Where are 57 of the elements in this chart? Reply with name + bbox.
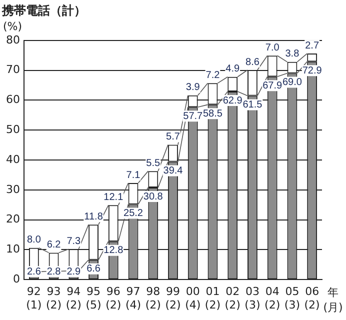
x-tick-label: 03 (3): [244, 285, 260, 312]
x-tick-label: 96 (2): [106, 285, 122, 312]
data-label: 7.0: [265, 42, 280, 54]
data-label: 6.6: [86, 264, 101, 275]
y-tick-label: 10: [6, 242, 20, 256]
data-label: 5.5: [146, 158, 161, 169]
data-label: 72.9: [302, 65, 322, 76]
data-label: 69.0: [282, 77, 302, 88]
data-label: 12.1: [104, 192, 124, 203]
data-label: 62.9: [222, 95, 243, 106]
data-label: 4.9: [226, 64, 240, 75]
x-tick-label: 01 (2): [204, 285, 221, 312]
y-axis-title: (%): [3, 20, 22, 33]
y-tick-label: 30: [6, 182, 20, 196]
y-tick-label: 80: [6, 33, 20, 46]
y-tick-label: 20: [6, 212, 20, 226]
x-tick-label: 06 (2): [304, 285, 320, 312]
data-label: 39.4: [163, 166, 184, 177]
data-label: 58.5: [203, 108, 223, 120]
x-tick-label: 02 (2): [224, 285, 240, 312]
x-axis-title: 年 (月): [323, 286, 343, 314]
x-tick-label: 04 (2): [264, 285, 280, 312]
x-tick-label: 94 (2): [66, 285, 82, 312]
x-tick-label: 95 (5): [86, 285, 102, 312]
data-label: 2.9: [66, 266, 82, 278]
x-tick-label: 93 (2): [46, 285, 62, 312]
data-label: 2.7: [305, 40, 320, 52]
data-label: 2.8: [46, 266, 62, 278]
y-tick-label: 40: [6, 152, 20, 166]
data-label: 61.5: [242, 99, 263, 110]
x-tick-label: 00 (4): [185, 285, 201, 312]
y-tick-label: 50: [6, 122, 20, 136]
data-label: 8.0: [26, 234, 42, 246]
data-label: 2.6: [26, 266, 42, 278]
data-label: 11.8: [84, 211, 104, 222]
y-tick-label: 70: [6, 63, 20, 76]
data-label: 3.9: [186, 82, 200, 94]
y-tick-label: 60: [6, 93, 20, 106]
y-tick-label: 0: [12, 272, 20, 286]
data-label: 6.2: [46, 239, 62, 250]
data-label: 25.2: [124, 208, 144, 219]
data-label: 7.1: [126, 170, 141, 181]
x-tick-label: 97 (4): [125, 285, 142, 312]
chart-title: 携帯電話（計）: [1, 3, 86, 18]
data-label: 30.8: [143, 191, 164, 202]
data-label: 67.9: [262, 80, 282, 92]
data-label: 3.8: [285, 48, 300, 60]
data-label: 8.6: [246, 56, 260, 68]
data-label: 7.3: [66, 236, 82, 247]
x-tick-label: 98 (2): [145, 285, 161, 312]
x-tick-label: 92 (1): [26, 285, 42, 312]
data-label: 7.2: [206, 70, 220, 81]
data-label: 12.8: [104, 245, 124, 256]
data-label: 5.7: [166, 132, 180, 142]
data-label: 57.7: [183, 110, 204, 122]
x-tick-label: 05 (3): [284, 285, 300, 312]
x-tick-label: 99 (2): [165, 285, 181, 312]
